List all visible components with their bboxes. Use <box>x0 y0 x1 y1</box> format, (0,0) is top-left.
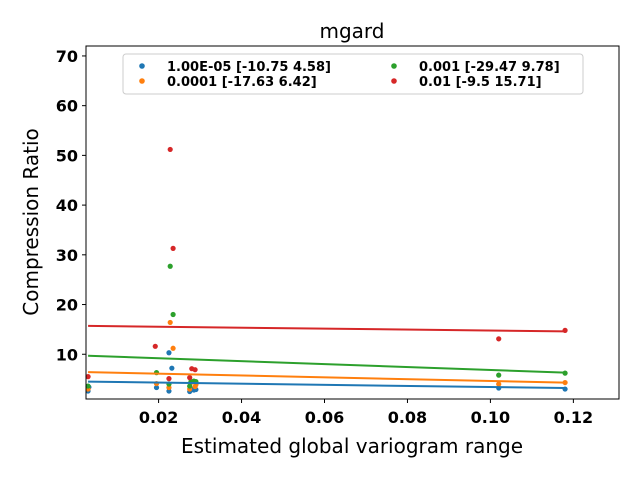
series-3-point <box>192 367 198 373</box>
legend-label: 0.01 [-9.5 15.71] <box>419 75 542 90</box>
legend: 1.00E-05 [-10.75 4.58]0.0001 [-17.63 6.4… <box>122 53 584 95</box>
x-axis: 0.02 0.04 0.06 0.08 0.10 0.12 <box>139 399 593 427</box>
legend-box <box>122 53 584 95</box>
series-2-point <box>170 311 176 318</box>
legend-marker <box>139 78 145 84</box>
y-tick-label: 20 <box>56 296 78 315</box>
series-0-point <box>169 365 175 371</box>
y-axis-label: Compression Ratio <box>19 128 43 315</box>
series-1-fit-line <box>88 371 566 384</box>
chart-title: mgard <box>320 19 385 43</box>
series-1-point <box>170 345 176 351</box>
series-1-point <box>167 319 173 326</box>
x-tick-label: 0.06 <box>305 408 344 427</box>
x-tick-label: 0.08 <box>388 408 427 427</box>
legend-marker <box>391 63 397 69</box>
series-2-point <box>496 372 502 378</box>
series-2-fit-line <box>88 354 566 374</box>
series-3-point <box>85 374 91 380</box>
plot-area <box>85 146 568 395</box>
series-3-point <box>166 376 172 382</box>
x-tick-label: 0.12 <box>554 408 593 427</box>
y-axis: 10 20 30 40 50 60 70 <box>56 47 86 364</box>
y-tick-label: 40 <box>56 196 78 215</box>
y-tick-label: 50 <box>56 146 78 165</box>
series-0-fit-line <box>88 380 566 390</box>
y-tick-label: 70 <box>56 47 78 66</box>
legend-marker <box>391 78 397 84</box>
x-axis-label: Estimated global variogram range <box>181 434 523 458</box>
series-3-point <box>187 375 193 381</box>
legend-label: 0.0001 [-17.63 6.42] <box>167 75 317 90</box>
series-3-fit-line <box>88 324 566 333</box>
series-2-point <box>167 263 173 269</box>
x-tick-label: 0.10 <box>471 408 510 427</box>
y-tick-label: 60 <box>56 97 78 116</box>
legend-label: 1.00E-05 [-10.75 4.58] <box>167 60 331 75</box>
legend-label: 0.001 [-29.47 9.78] <box>419 60 560 75</box>
series-1-point <box>496 381 502 387</box>
x-tick-label: 0.02 <box>139 408 178 427</box>
plot-frame <box>85 45 620 400</box>
series-0-point <box>153 384 160 391</box>
series-3-point <box>496 336 502 342</box>
series-0-point <box>166 350 172 356</box>
legend-marker <box>139 63 145 69</box>
y-tick-label: 10 <box>56 345 78 364</box>
series-3-point <box>152 343 158 349</box>
x-tick-label: 0.04 <box>222 408 261 427</box>
series-3-point <box>167 146 173 153</box>
series-2-point <box>187 383 193 389</box>
y-tick-label: 30 <box>56 246 78 265</box>
series-2-point <box>85 383 91 389</box>
series-3-point <box>170 245 176 251</box>
series-1-point <box>562 379 568 386</box>
